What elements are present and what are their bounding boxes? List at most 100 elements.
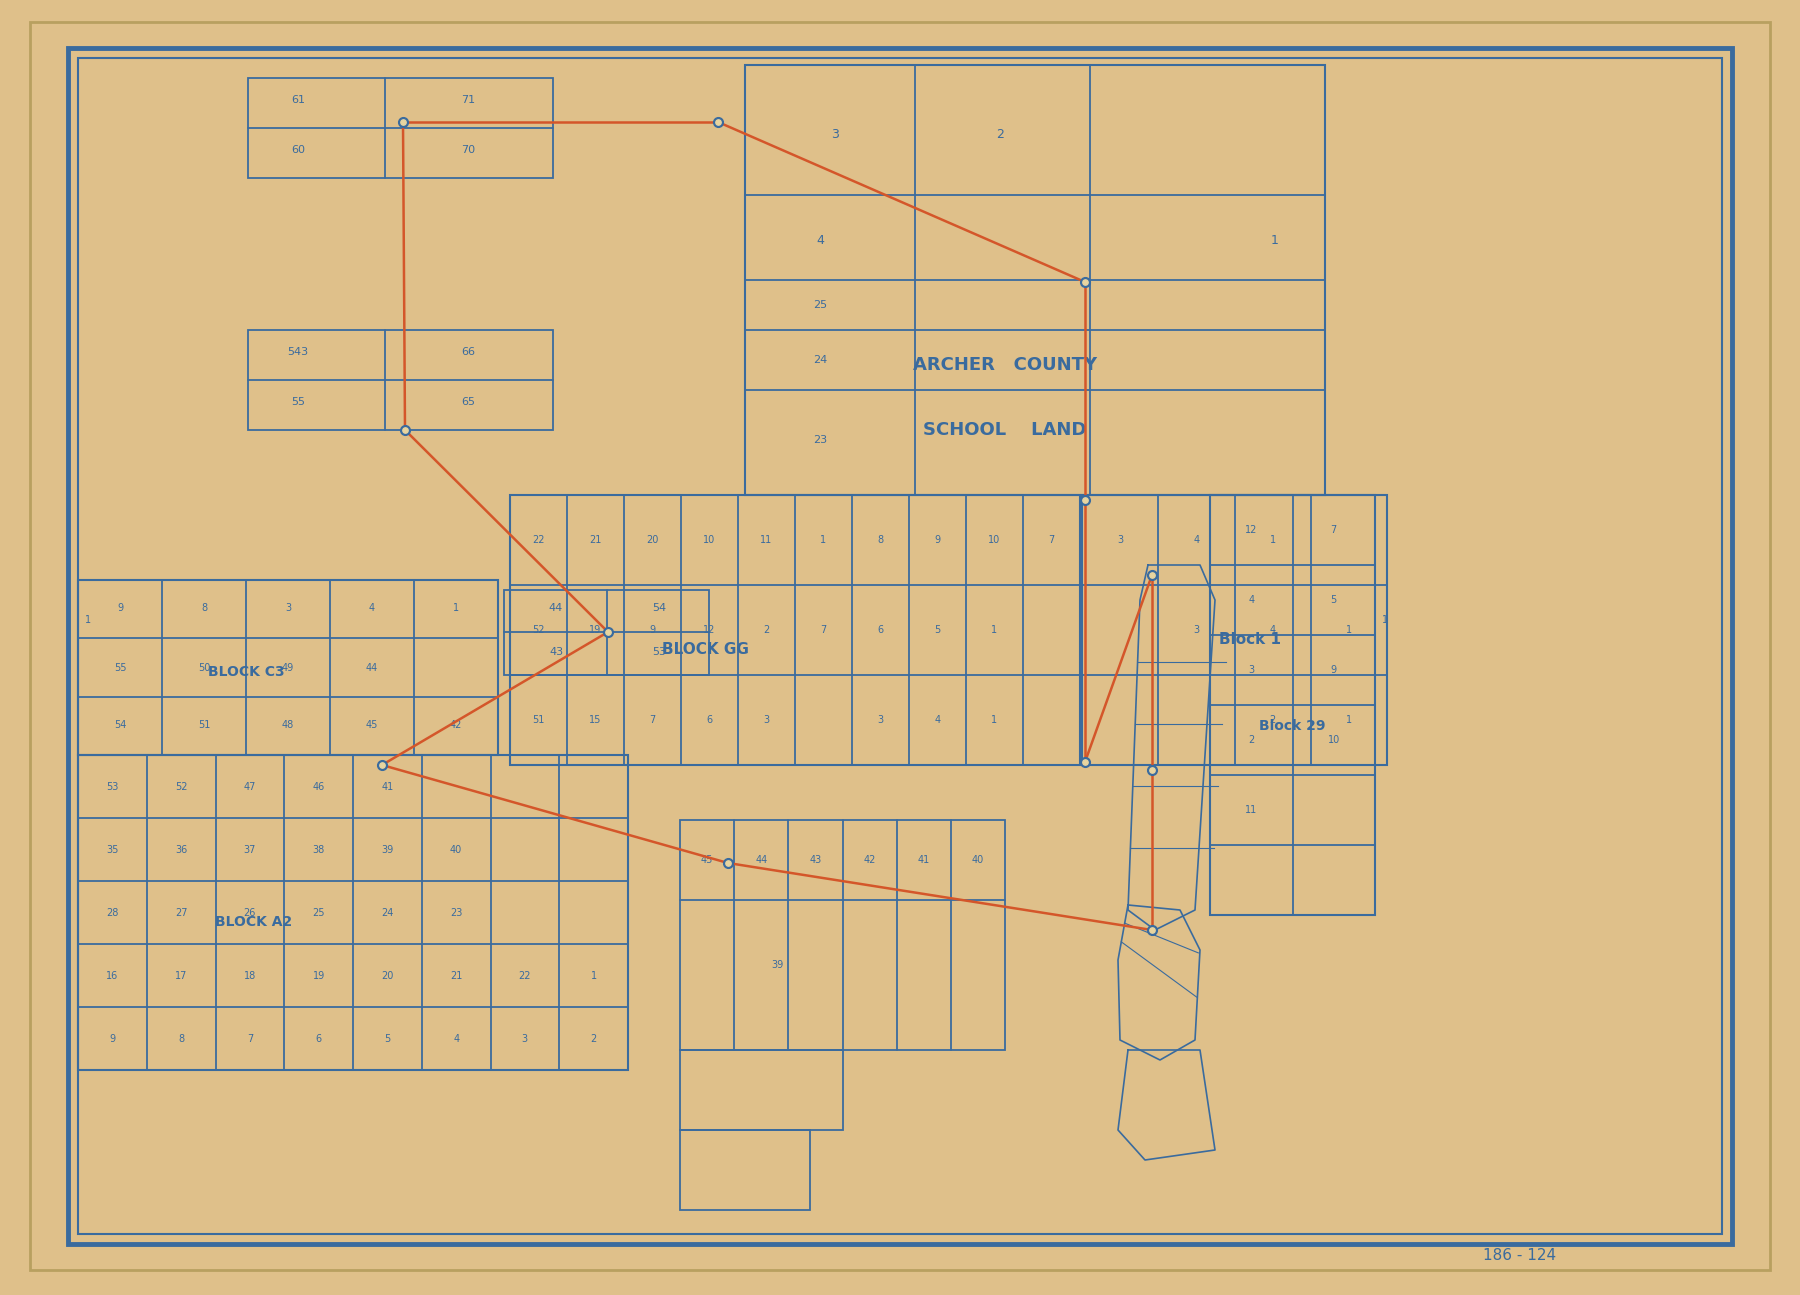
Text: 65: 65 [461, 398, 475, 407]
Text: 41: 41 [918, 855, 931, 865]
Text: BLOCK C3: BLOCK C3 [207, 666, 284, 680]
Text: 51: 51 [198, 720, 211, 730]
Text: 20: 20 [646, 535, 659, 545]
Text: 21: 21 [450, 971, 463, 982]
Text: 10: 10 [1328, 736, 1339, 745]
Text: 42: 42 [450, 720, 463, 730]
Text: 6: 6 [877, 625, 884, 635]
Text: 7: 7 [247, 1033, 254, 1044]
Text: 3: 3 [1118, 535, 1123, 545]
Text: 54: 54 [652, 603, 666, 613]
Text: 11: 11 [760, 535, 772, 545]
Text: 1: 1 [454, 603, 459, 613]
Text: 7: 7 [1048, 535, 1055, 545]
Bar [509, 495, 1080, 765]
Text: 44: 44 [549, 603, 563, 613]
Text: 4: 4 [369, 603, 374, 613]
Text: 9: 9 [934, 535, 941, 545]
Text: 2: 2 [995, 128, 1004, 141]
Text: 3: 3 [832, 128, 839, 141]
Text: 53: 53 [106, 782, 119, 793]
Text: 15: 15 [589, 715, 601, 725]
Text: 35: 35 [106, 846, 119, 855]
Text: 6: 6 [706, 715, 713, 725]
Text: 24: 24 [814, 355, 828, 365]
Text: 1: 1 [1346, 715, 1352, 725]
Text: 2: 2 [590, 1033, 598, 1044]
Text: 39: 39 [772, 960, 783, 970]
Text: 27: 27 [175, 908, 187, 918]
Text: Block 29: Block 29 [1260, 719, 1327, 733]
Text: 2: 2 [1247, 736, 1255, 745]
Text: 45: 45 [700, 855, 713, 865]
Text: SCHOOL    LAND: SCHOOL LAND [923, 421, 1087, 439]
Text: BLOCK GG: BLOCK GG [662, 642, 749, 658]
Text: 11: 11 [1246, 805, 1258, 815]
Text: 4: 4 [1269, 625, 1276, 635]
Text: 1: 1 [992, 715, 997, 725]
Text: 47: 47 [243, 782, 256, 793]
Text: ARCHER   COUNTY: ARCHER COUNTY [913, 356, 1096, 374]
Text: 2: 2 [763, 625, 770, 635]
Text: 5: 5 [1330, 594, 1337, 605]
Text: 6: 6 [315, 1033, 322, 1044]
Bar [745, 65, 1325, 495]
Text: 8: 8 [202, 603, 207, 613]
Text: 54: 54 [113, 720, 126, 730]
Text: 1: 1 [1269, 535, 1276, 545]
Text: 1: 1 [1346, 625, 1352, 635]
Text: 2: 2 [1269, 715, 1276, 725]
Bar [680, 1131, 810, 1210]
Text: 186 - 124: 186 - 124 [1483, 1247, 1557, 1263]
Text: 55: 55 [113, 663, 126, 673]
Text: 3: 3 [877, 715, 884, 725]
Text: 41: 41 [382, 782, 394, 793]
Text: 18: 18 [243, 971, 256, 982]
Text: 25: 25 [814, 300, 826, 310]
Text: BLOCK A2: BLOCK A2 [216, 916, 293, 929]
Bar [504, 591, 709, 675]
Text: 49: 49 [283, 663, 293, 673]
Text: 28: 28 [106, 908, 119, 918]
Text: 5: 5 [934, 625, 941, 635]
Text: 3: 3 [284, 603, 292, 613]
Bar [1210, 495, 1375, 916]
Text: 12: 12 [1246, 524, 1258, 535]
Text: 7: 7 [821, 625, 826, 635]
Text: 543: 543 [288, 347, 308, 357]
Text: 7: 7 [1330, 524, 1337, 535]
Text: 4: 4 [815, 233, 824, 246]
Text: 45: 45 [365, 720, 378, 730]
Bar [680, 820, 1004, 1050]
Text: 70: 70 [461, 145, 475, 155]
Text: 40: 40 [450, 846, 463, 855]
Text: 43: 43 [810, 855, 821, 865]
Text: 7: 7 [650, 715, 655, 725]
Text: 8: 8 [178, 1033, 184, 1044]
Text: 60: 60 [292, 145, 304, 155]
Text: 39: 39 [382, 846, 394, 855]
Text: 1: 1 [821, 535, 826, 545]
Text: 19: 19 [589, 625, 601, 635]
Text: 3: 3 [522, 1033, 527, 1044]
Text: 25: 25 [313, 908, 324, 918]
Text: 19: 19 [313, 971, 324, 982]
Bar [1082, 495, 1388, 765]
Text: 5: 5 [383, 1033, 391, 1044]
Text: 22: 22 [518, 971, 531, 982]
Bar [248, 78, 553, 177]
Text: 36: 36 [175, 846, 187, 855]
Text: 3: 3 [763, 715, 770, 725]
Text: 43: 43 [549, 648, 563, 657]
Text: 1: 1 [992, 625, 997, 635]
Text: 52: 52 [175, 782, 187, 793]
Text: 23: 23 [450, 908, 463, 918]
Text: 3: 3 [1247, 666, 1255, 675]
Text: 4: 4 [1247, 594, 1255, 605]
Text: 1: 1 [85, 615, 92, 625]
Bar [77, 580, 499, 755]
Text: 1: 1 [590, 971, 596, 982]
Text: 12: 12 [704, 625, 716, 635]
Text: 38: 38 [313, 846, 324, 855]
Text: 9: 9 [110, 1033, 115, 1044]
